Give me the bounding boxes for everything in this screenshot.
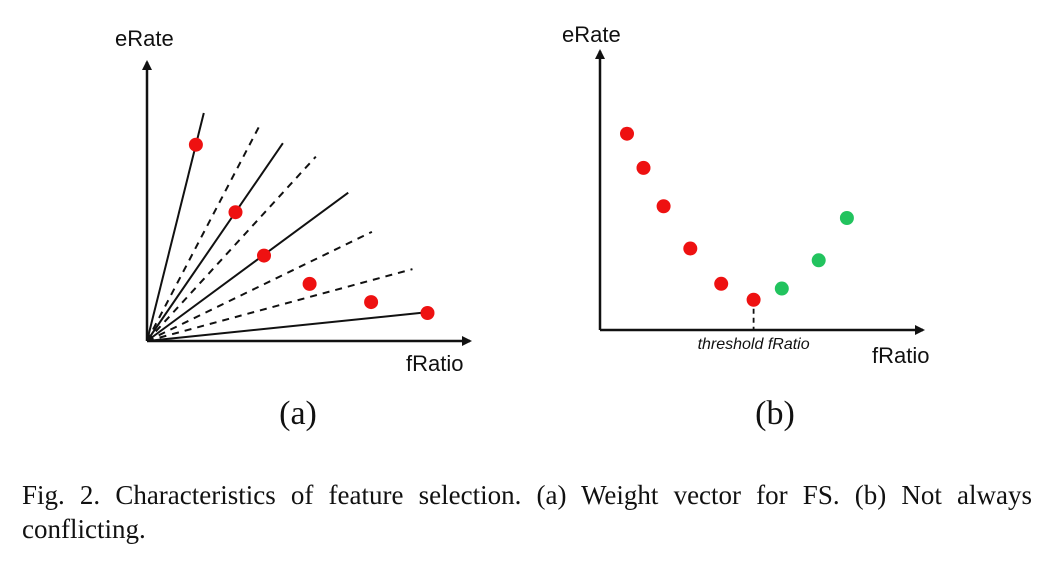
panel-a-points bbox=[188, 137, 435, 320]
solid-weight-vector-1 bbox=[146, 142, 284, 342]
dashed-weight-vector-0 bbox=[146, 123, 262, 342]
panel-b-red-point-1 bbox=[636, 160, 651, 175]
panel-a: eRate fRatio (a) bbox=[115, 26, 472, 432]
panel-b-red-point-3 bbox=[683, 241, 698, 256]
panel-b-y-axis-label: eRate bbox=[562, 22, 621, 47]
panel-b-green-point-2 bbox=[839, 211, 854, 225]
solid-weight-vector-2 bbox=[146, 191, 349, 342]
panel-a-x-axis-label: fRatio bbox=[406, 351, 463, 376]
panel-b-x-axis-label: fRatio bbox=[872, 343, 929, 368]
panel-b-red-point-2 bbox=[656, 199, 671, 214]
panel-a-point-5 bbox=[420, 306, 435, 320]
figure-canvas: eRate fRatio (a) eRate fRatio threshold … bbox=[115, 22, 929, 432]
panel-a-label: (a) bbox=[279, 395, 317, 432]
panel-b-red-point-0 bbox=[620, 126, 634, 141]
panel-b-red-point-5 bbox=[746, 292, 761, 307]
panel-b: eRate fRatio threshold fRatio (b) bbox=[562, 22, 929, 432]
dashed-weight-vector-3 bbox=[146, 268, 413, 342]
panel-a-point-2 bbox=[257, 248, 271, 263]
panel-a-point-0 bbox=[188, 137, 203, 152]
panel-a-y-axis-label: eRate bbox=[115, 26, 174, 51]
figure-caption: Fig. 2. Characteristics of feature selec… bbox=[22, 480, 1032, 544]
dashed-weight-vector-2 bbox=[146, 230, 373, 342]
panel-a-point-3 bbox=[302, 276, 317, 291]
panel-b-points bbox=[620, 126, 854, 307]
solid-weight-vector-3 bbox=[146, 310, 431, 342]
panel-b-threshold-label: threshold fRatio bbox=[698, 336, 810, 353]
panel-b-green-point-0 bbox=[774, 281, 789, 296]
panel-a-point-4 bbox=[364, 295, 379, 310]
dashed-weight-vector-1 bbox=[146, 155, 317, 342]
panel-b-red-point-4 bbox=[714, 276, 729, 291]
panel-a-point-1 bbox=[228, 205, 243, 220]
panel-a-weight-vectors bbox=[146, 112, 431, 342]
panel-b-green-point-1 bbox=[811, 253, 826, 268]
panel-b-label: (b) bbox=[755, 395, 795, 432]
